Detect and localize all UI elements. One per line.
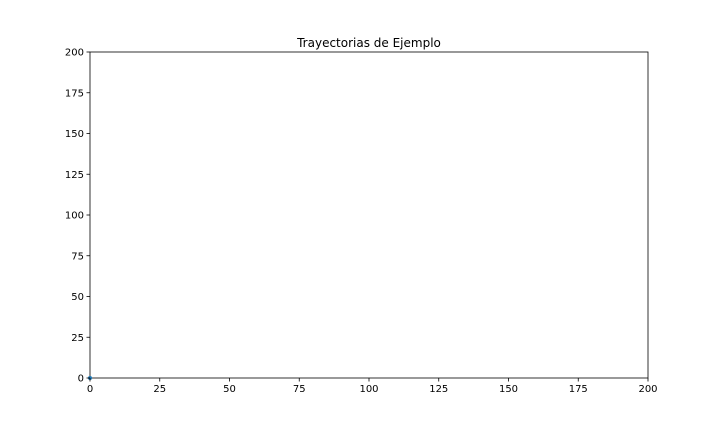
axes-frame [89,51,649,379]
x-tick-label: 25 [153,384,166,395]
y-tick-label: 100 [65,211,84,222]
y-tick-label: 200 [65,48,84,59]
x-tick-label: 175 [569,384,588,395]
chart-title: Trayectorias de Ejemplo [296,36,441,50]
x-tick-label: 75 [293,384,306,395]
y-tick-label: 0 [78,374,84,385]
y-tick-label: 25 [71,333,84,344]
x-tick-label: 150 [499,384,518,395]
x-tick-label: 50 [223,384,236,395]
x-tick-label: 125 [429,384,448,395]
x-tick-label: 0 [87,384,93,395]
y-tick-label: 150 [65,129,84,140]
y-tick-label: 125 [65,170,84,181]
x-axis: 0 25 50 75 100 125 150 175 200 [87,378,658,395]
y-tick-label: 50 [71,292,84,303]
x-tick-label: 100 [359,384,378,395]
y-tick-label: 75 [71,251,84,262]
x-tick-label: 200 [638,384,657,395]
y-tick-label: 175 [65,88,84,99]
plot-area [88,51,649,380]
y-axis: 0 25 50 75 100 125 150 175 200 [65,48,90,385]
